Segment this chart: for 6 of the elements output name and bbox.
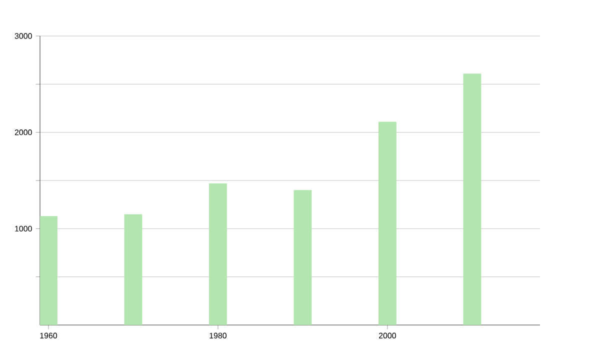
bar: [378, 122, 396, 325]
bar: [124, 214, 142, 325]
bar: [294, 190, 312, 325]
bar: [209, 183, 227, 325]
bar: [463, 74, 482, 325]
bar: [40, 216, 58, 325]
